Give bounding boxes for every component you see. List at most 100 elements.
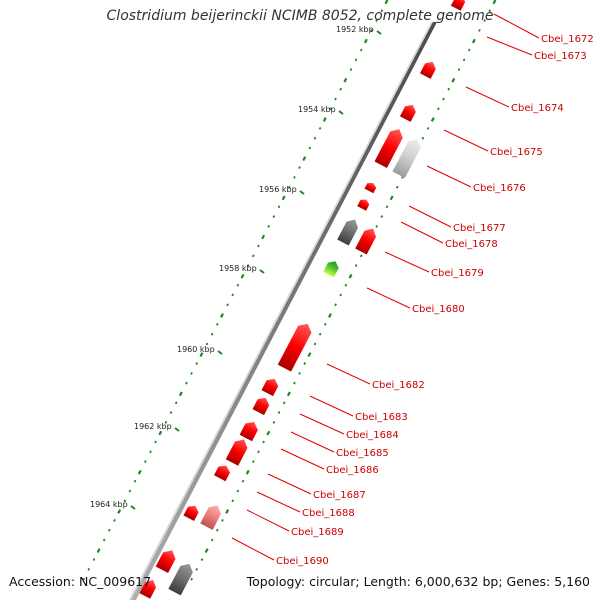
gene-label[interactable]: Cbei_1680 xyxy=(412,304,465,315)
tick-mark xyxy=(245,469,250,475)
label-connector xyxy=(493,13,540,39)
gene-unlabeled[interactable] xyxy=(155,547,179,573)
gene-label[interactable]: Cbei_1677 xyxy=(453,223,506,234)
tick-mark xyxy=(216,528,219,532)
gene-cbei-1684[interactable] xyxy=(261,376,281,397)
gene-label[interactable]: Cbei_1683 xyxy=(355,412,408,423)
label-connector xyxy=(246,509,290,532)
tick-mark xyxy=(370,28,373,32)
gene-cbei-1683[interactable] xyxy=(277,320,315,372)
tick-mark xyxy=(210,332,214,336)
tick-mark xyxy=(236,283,240,287)
tick-mark xyxy=(231,499,235,503)
tick-mark xyxy=(380,9,384,13)
gene-cbei-1680[interactable] xyxy=(355,225,379,255)
gene-label[interactable]: Cbei_1682 xyxy=(372,380,425,391)
gene-cbei-1687[interactable] xyxy=(225,436,250,466)
gene-cbei-1675[interactable] xyxy=(374,126,406,168)
tick-mark xyxy=(318,126,322,130)
tick-mark xyxy=(298,371,301,375)
gene-cbei-1688[interactable] xyxy=(213,463,232,482)
gene-cbei-1685[interactable] xyxy=(252,395,272,416)
tick-mark xyxy=(354,264,358,268)
tick-mark xyxy=(240,273,245,279)
tick-mark xyxy=(313,342,317,346)
gene-label[interactable]: Cbei_1687 xyxy=(313,490,366,501)
tick-mark xyxy=(236,489,240,493)
gene-label[interactable]: Cbei_1676 xyxy=(473,183,526,194)
gene-cbei-1674[interactable] xyxy=(399,102,418,122)
gene-label[interactable]: Cbei_1675 xyxy=(490,147,543,158)
tick-mark xyxy=(457,68,461,72)
tick-mark xyxy=(359,254,363,258)
gene-cbei-1686[interactable] xyxy=(239,419,261,442)
tick-mark xyxy=(421,136,425,140)
gene-cbei-1690[interactable] xyxy=(183,503,200,521)
tick-mark xyxy=(190,371,193,375)
gene-label[interactable]: Cbei_1685 xyxy=(336,448,389,459)
major-tick xyxy=(338,110,344,115)
label-connector xyxy=(408,205,452,228)
tick-mark xyxy=(221,518,224,522)
gene-cbei-1673[interactable] xyxy=(419,59,438,79)
gene-cbei-1678[interactable] xyxy=(357,197,371,211)
gene-label[interactable]: Cbei_1672 xyxy=(541,34,594,45)
gene-unlabeled[interactable] xyxy=(168,561,195,596)
tick-mark xyxy=(395,185,399,189)
gene-label[interactable]: Cbei_1674 xyxy=(511,103,564,114)
gene-label[interactable]: Cbei_1678 xyxy=(445,239,498,250)
gene-label[interactable]: Cbei_1686 xyxy=(326,465,379,476)
tick-mark xyxy=(164,420,168,424)
gene-cbei-1677[interactable] xyxy=(364,181,377,194)
tick-mark xyxy=(363,38,368,44)
tick-mark xyxy=(272,215,276,219)
tick-mark xyxy=(492,0,497,5)
tick-mark xyxy=(262,440,265,444)
tick-mark xyxy=(426,126,430,130)
gene-cbei-1676[interactable] xyxy=(392,136,424,178)
tick-mark xyxy=(225,509,230,514)
tick-mark xyxy=(375,224,379,228)
tick-mark xyxy=(266,430,271,436)
major-tick xyxy=(376,30,382,35)
gene-cbei-1682[interactable] xyxy=(323,259,341,278)
tick-mark xyxy=(313,136,317,140)
gene-label[interactable]: Cbei_1690 xyxy=(276,556,329,567)
tick-mark xyxy=(133,479,137,483)
tick-mark xyxy=(226,303,229,307)
tick-mark xyxy=(307,352,312,358)
tick-mark xyxy=(123,499,127,503)
major-tick xyxy=(174,427,180,432)
major-tick xyxy=(259,269,265,274)
tick-mark xyxy=(343,77,348,83)
tick-mark xyxy=(277,411,281,415)
gene-unlabeled[interactable] xyxy=(139,577,159,599)
gene-cbei-1689[interactable] xyxy=(200,502,224,530)
tick-mark xyxy=(339,293,343,297)
tick-mark xyxy=(298,166,301,170)
gene-label[interactable]: Cbei_1679 xyxy=(431,268,484,279)
tick-mark xyxy=(251,254,255,258)
tick-mark xyxy=(82,577,85,581)
tick-mark xyxy=(447,87,450,91)
label-connector xyxy=(290,431,335,453)
gene-label[interactable]: Cbei_1689 xyxy=(291,527,344,538)
genome-backbone-highlight xyxy=(129,22,433,600)
gene-label[interactable]: Cbei_1684 xyxy=(346,430,399,441)
tick-mark xyxy=(210,538,214,542)
tick-mark xyxy=(442,97,445,101)
tick-label: 1960 kbp xyxy=(177,345,215,354)
tick-mark xyxy=(277,205,281,209)
label-connector xyxy=(256,491,301,513)
tick-label: 1954 kbp xyxy=(298,105,336,114)
tick-mark xyxy=(467,48,471,52)
tick-mark xyxy=(220,313,224,318)
gene-cbei-1679[interactable] xyxy=(337,216,361,246)
accession-label: Accession: NC_009617 xyxy=(9,574,152,589)
gene-label[interactable]: Cbei_1688 xyxy=(302,508,355,519)
tick-mark xyxy=(154,440,157,444)
map-title: Clostridium beijerinckii NCIMB 8052, com… xyxy=(106,8,494,24)
gene-cbei-1672[interactable] xyxy=(450,0,467,11)
gene-label[interactable]: Cbei_1673 xyxy=(534,51,587,62)
